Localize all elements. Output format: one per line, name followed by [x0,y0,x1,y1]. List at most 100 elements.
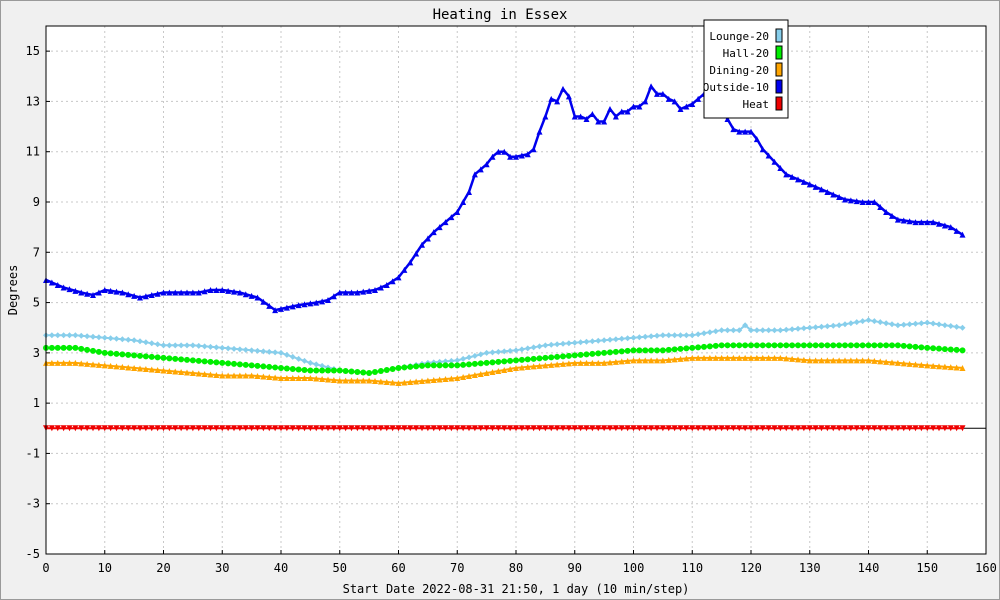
data-point-dining-20 [336,377,343,384]
data-point-dining-20 [172,368,179,375]
data-point-heat [154,425,161,432]
data-point-heat [842,425,848,432]
data-point-outside-10 [460,199,467,205]
data-point-outside-10 [419,241,425,248]
data-point-hall-20 [524,356,531,363]
data-point-hall-20 [319,367,326,374]
data-point-lounge-20 [589,338,596,345]
data-point-hall-20 [54,344,61,351]
data-point-dining-20 [753,354,760,361]
data-point-outside-10 [636,103,643,110]
data-point-hall-20 [665,346,672,353]
x-tick-label: 90 [568,561,582,575]
data-point-outside-10 [812,183,819,190]
legend-label-outside-10: Outside-10 [703,81,769,94]
data-point-lounge-20 [195,342,202,349]
data-point-hall-20 [554,353,561,360]
data-point-hall-20 [806,342,813,349]
data-point-hall-20 [654,347,660,354]
data-point-outside-10 [125,291,132,298]
data-point-lounge-20 [536,343,543,350]
data-point-heat [748,425,754,432]
data-point-heat [689,425,696,432]
data-point-dining-20 [154,366,161,373]
data-point-hall-20 [72,344,79,351]
data-point-heat [871,425,878,432]
legend-label-hall-20: Hall-20 [723,47,769,60]
data-point-heat [401,425,408,432]
data-point-heat [254,425,261,432]
data-point-lounge-20 [900,321,907,328]
data-point-hall-20 [877,342,884,349]
data-point-lounge-20 [489,349,496,356]
data-point-outside-10 [759,146,766,153]
data-point-heat [930,425,937,432]
data-point-hall-20 [477,360,484,367]
data-point-dining-20 [718,354,725,361]
data-point-hall-20 [906,343,913,350]
data-point-hall-20 [894,342,901,349]
data-point-heat [894,425,901,432]
data-point-outside-10 [542,113,549,120]
x-tick-label: 20 [156,561,170,575]
data-point-hall-20 [953,346,960,353]
data-point-hall-20 [818,342,825,349]
data-point-heat [565,425,572,432]
data-point-outside-10 [671,98,678,105]
data-point-heat [701,425,707,432]
data-point-dining-20 [48,359,55,366]
data-point-hall-20 [924,344,931,351]
data-point-hall-20 [66,344,73,351]
data-point-hall-20 [383,366,390,373]
data-point-hall-20 [659,347,666,354]
data-point-lounge-20 [853,319,860,326]
data-point-heat [636,425,643,432]
data-point-heat [354,425,361,432]
data-point-heat [730,425,737,432]
data-point-hall-20 [195,357,202,364]
data-point-lounge-20 [148,340,155,347]
data-point-hall-20 [113,350,120,357]
data-point-outside-10 [618,108,625,115]
legend-swatch-heat [775,96,783,111]
data-point-heat [648,425,655,432]
data-point-outside-10 [783,171,790,178]
data-point-lounge-20 [936,321,942,328]
data-point-lounge-20 [448,357,455,364]
data-point-lounge-20 [724,327,731,334]
data-point-lounge-20 [894,322,901,329]
data-point-outside-10 [113,288,120,295]
data-point-hall-20 [777,342,784,349]
data-point-heat [477,425,484,432]
data-point-hall-20 [601,349,608,356]
data-point-outside-10 [236,289,243,296]
data-point-dining-20 [225,372,232,379]
data-point-heat [260,425,267,432]
data-point-outside-10 [601,118,608,125]
data-point-dining-20 [419,378,425,385]
data-point-dining-20 [137,365,143,372]
data-point-outside-10 [383,281,390,288]
data-point-dining-20 [930,362,937,369]
data-point-lounge-20 [142,339,149,346]
data-point-hall-20 [759,342,766,349]
data-point-heat [330,425,337,432]
data-point-heat [789,425,796,432]
data-point-hall-20 [501,358,508,365]
data-point-hall-20 [518,356,525,363]
data-point-hall-20 [313,367,320,374]
data-point-lounge-20 [765,327,772,334]
data-point-heat [924,425,931,432]
data-point-hall-20 [460,361,467,368]
data-point-heat [148,425,155,432]
data-point-heat [836,425,843,432]
data-point-outside-10 [883,209,890,216]
data-point-outside-10 [742,128,749,135]
data-point-lounge-20 [477,351,484,358]
data-point-hall-20 [859,342,866,349]
data-point-dining-20 [748,354,754,361]
data-point-hall-20 [78,345,85,352]
data-point-outside-10 [924,219,931,226]
data-point-dining-20 [342,377,349,384]
data-point-outside-10 [172,289,179,296]
